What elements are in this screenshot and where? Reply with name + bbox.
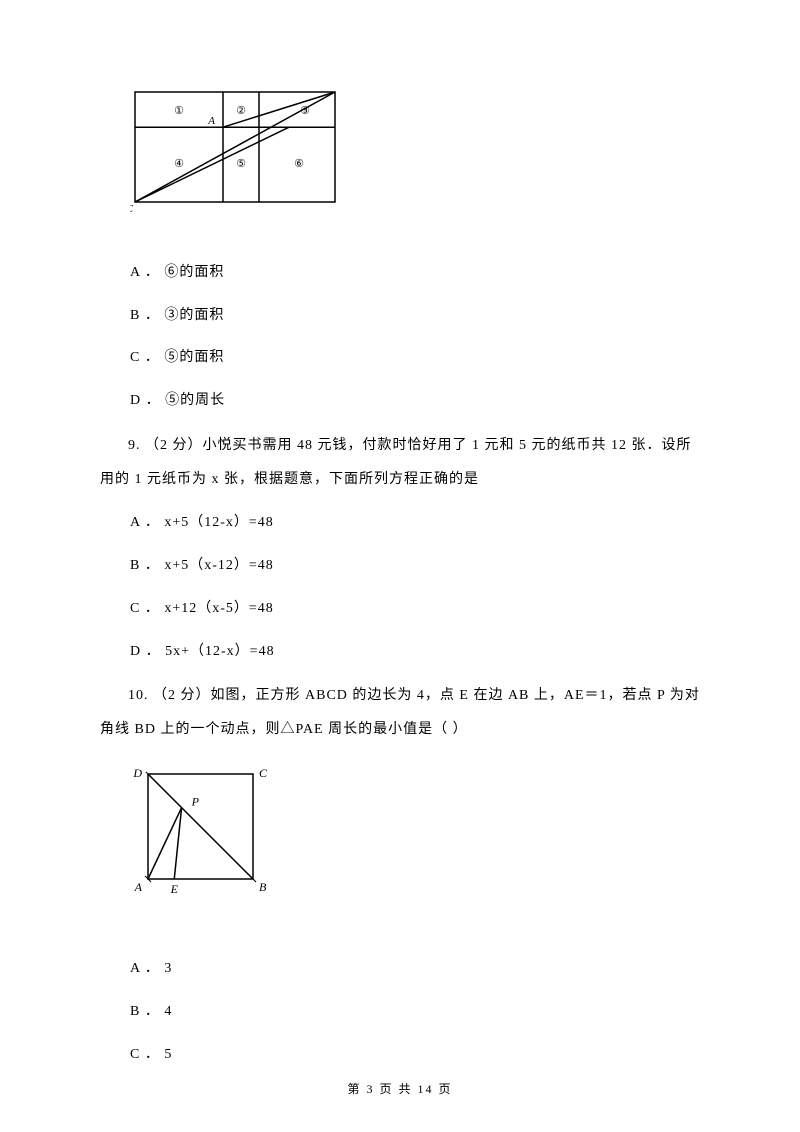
svg-text:A: A	[207, 115, 215, 127]
svg-text:④: ④	[174, 158, 184, 170]
svg-text:⑤: ⑤	[236, 158, 246, 170]
figure-square: D C A B P E	[130, 762, 700, 925]
svg-text:C: C	[259, 766, 268, 780]
svg-text:P: P	[191, 794, 200, 808]
svg-text:⑥: ⑥	[294, 158, 304, 170]
q8-option-a: A ． ⑥的面积	[130, 258, 700, 289]
q8-option-d: D ． ⑤的周长	[130, 386, 700, 417]
q8-option-b: B ． ③的面积	[130, 301, 700, 332]
q9-option-d: D ． 5x+（12-x）=48	[130, 637, 700, 668]
figure-rectangles: BAC①②③④⑤⑥	[130, 80, 700, 228]
svg-text:②: ②	[236, 105, 246, 117]
q8-option-c: C ． ⑤的面积	[130, 343, 700, 374]
rectangles-diagram: BAC①②③④⑤⑥	[130, 80, 340, 215]
q9-option-c: C ． x+12（x-5）=48	[130, 594, 700, 625]
svg-text:C: C	[130, 203, 134, 215]
svg-text:B: B	[259, 880, 267, 894]
svg-text:①: ①	[174, 105, 184, 117]
q10-option-b: B ． 4	[130, 997, 700, 1028]
svg-text:③: ③	[300, 105, 310, 117]
svg-text:A: A	[134, 880, 143, 894]
q10-option-c: C ． 5	[130, 1040, 700, 1071]
svg-text:D: D	[132, 766, 142, 780]
q10-option-a: A ． 3	[130, 954, 700, 985]
page-footer: 第 3 页 共 14 页	[0, 1076, 800, 1102]
q9-option-b: B ． x+5（x-12）=48	[130, 551, 700, 582]
q10-text: 10. （2 分）如图，正方形 ABCD 的边长为 4，点 E 在边 AB 上，…	[100, 679, 700, 746]
q9-option-a: A ． x+5（12-x）=48	[130, 508, 700, 539]
svg-text:E: E	[170, 882, 179, 896]
q9-text: 9. （2 分）小悦买书需用 48 元钱，付款时恰好用了 1 元和 5 元的纸币…	[100, 429, 700, 496]
square-diagram: D C A B P E	[130, 762, 285, 912]
